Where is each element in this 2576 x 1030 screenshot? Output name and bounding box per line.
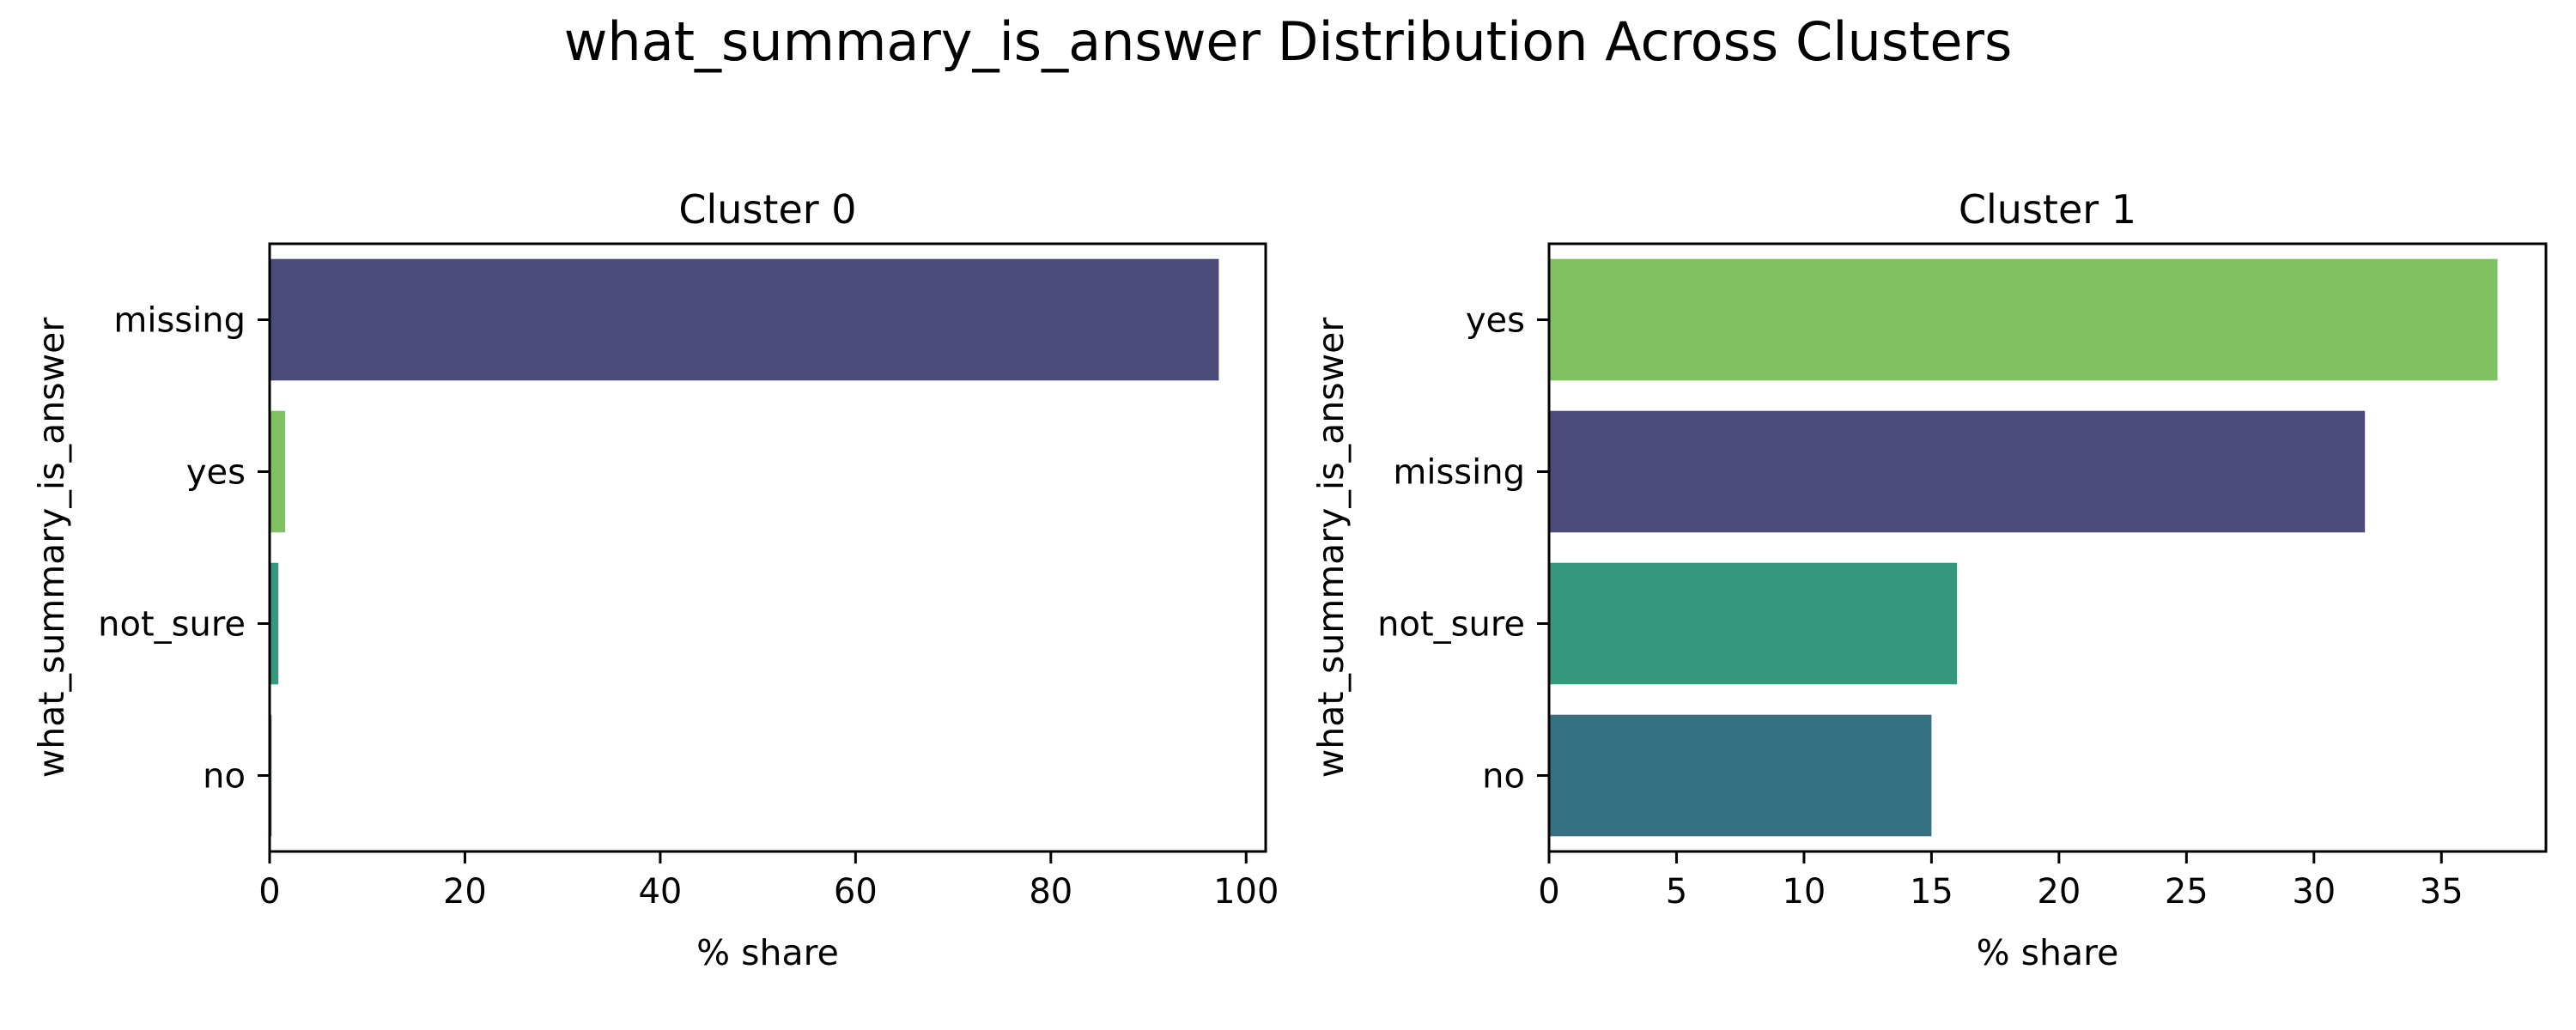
- y-axis-label: what_summary_is_answer: [31, 318, 72, 779]
- chart-title: what_summary_is_answer Distribution Acro…: [564, 10, 2013, 73]
- y-tick-label: missing: [1393, 453, 1525, 493]
- bar-not_sure: [1549, 562, 1958, 685]
- x-tick-label: 30: [2292, 872, 2336, 912]
- bar-not_sure: [270, 562, 279, 685]
- panel-title: Cluster 1: [1959, 186, 2136, 233]
- bar-missing: [1549, 410, 2366, 533]
- x-tick-label: 100: [1213, 872, 1279, 912]
- x-axis-label: % share: [1977, 932, 2119, 973]
- x-tick-label: 10: [1782, 872, 1826, 912]
- y-tick-label: yes: [1466, 301, 1525, 341]
- y-axis-label: what_summary_is_answer: [1310, 318, 1352, 779]
- x-tick-label: 0: [258, 872, 280, 912]
- bar-yes: [270, 410, 286, 533]
- panel-title: Cluster 0: [678, 186, 856, 233]
- y-tick-label: missing: [113, 301, 246, 341]
- x-tick-label: 80: [1029, 872, 1072, 912]
- y-tick-label: not_sure: [98, 605, 246, 645]
- axes-frame: [268, 242, 1267, 853]
- x-tick-label: 40: [638, 872, 682, 912]
- x-tick-label: 60: [834, 872, 878, 912]
- y-tick-label: no: [1482, 757, 1525, 797]
- x-tick-label: 25: [2165, 872, 2208, 912]
- y-tick-label: not_sure: [1377, 605, 1525, 645]
- x-tick-label: 15: [1910, 872, 1953, 912]
- x-tick-label: 20: [443, 872, 487, 912]
- x-tick-label: 35: [2420, 872, 2464, 912]
- x-axis-label: % share: [696, 932, 839, 973]
- y-tick-label: no: [203, 757, 246, 797]
- y-tick-label: yes: [186, 453, 246, 493]
- bar-missing: [270, 258, 1219, 381]
- bar-yes: [1549, 258, 2498, 381]
- x-tick-label: 5: [1666, 872, 1687, 912]
- bar-no: [1549, 714, 1932, 837]
- axes-frame: [1547, 242, 2548, 853]
- x-tick-label: 0: [1538, 872, 1559, 912]
- x-tick-label: 20: [2037, 872, 2081, 912]
